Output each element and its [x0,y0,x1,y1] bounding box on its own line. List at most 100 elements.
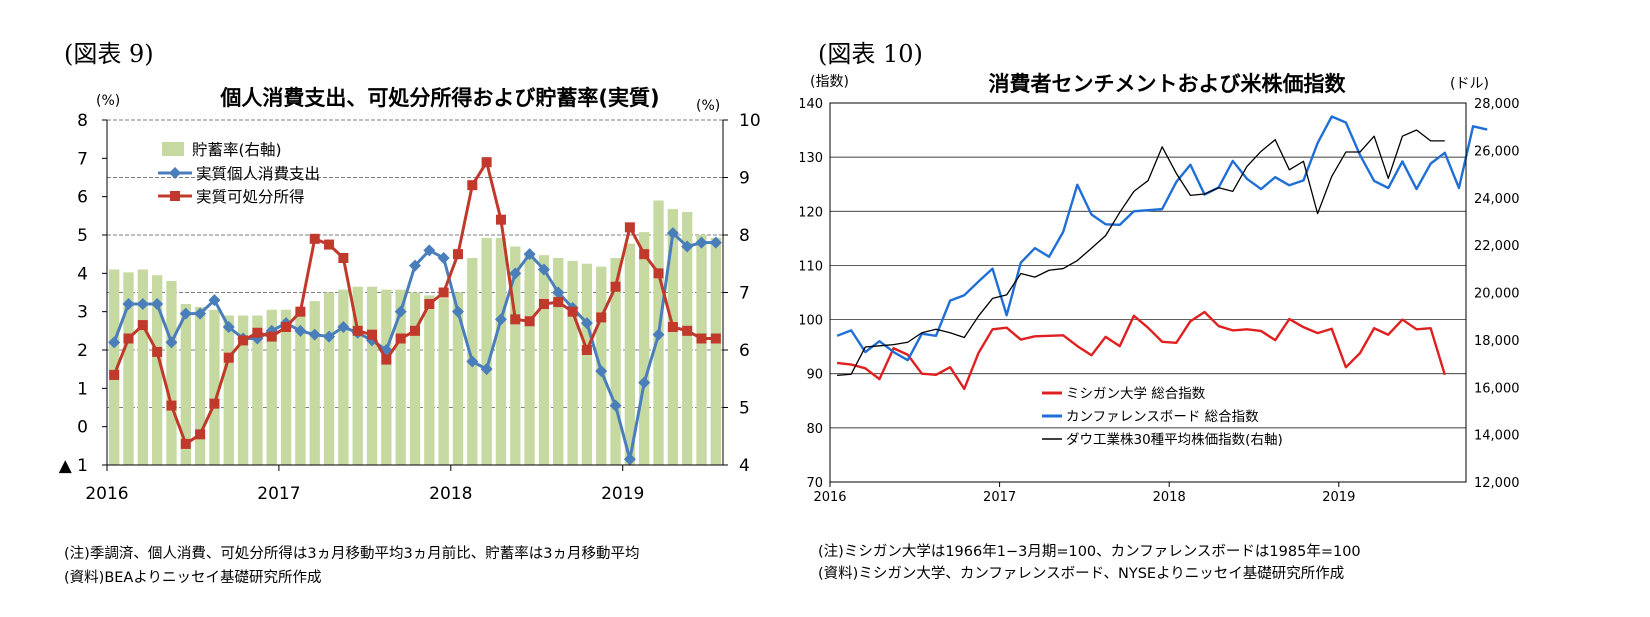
right-tick-label: 12,000 [1474,476,1520,491]
x-tick-label: 2019 [1322,490,1355,505]
bar-savings-rate [280,309,292,465]
point-real-disposable-income [481,157,492,168]
right-tick-label: 24,000 [1474,192,1520,207]
chart1-right-unit: (%) [696,98,720,114]
chart2-right-unit: (ドル) [1450,76,1489,92]
bar-savings-rate [696,235,707,465]
point-real-disposable-income [367,329,378,340]
left-tick-label: 0 [77,418,88,438]
bar-savings-rate [309,301,320,465]
left-tick-label: 8 [77,111,88,131]
point-real-disposable-income [109,369,120,380]
left-tick-label: 2 [77,341,88,361]
chart1-left-unit: (%) [96,93,120,109]
point-real-disposable-income [567,306,578,317]
legend-label-savings-rate: 貯蓄率(右軸) [192,141,282,159]
point-real-consumption [552,286,565,299]
point-real-disposable-income [295,306,306,317]
right-tick-label: 14,000 [1474,429,1520,444]
bar-savings-rate [639,232,650,465]
point-real-consumption [437,252,450,264]
left-tick-label: 7 [77,149,88,169]
point-real-disposable-income [166,400,177,411]
plot-frame [829,102,1467,483]
bar-savings-rate [109,269,120,465]
chart-2: 消費者センチメントおよび米株価指数 (指数) (ドル) 140 130 120 110… [800,72,1520,505]
x-tick-label: 2017 [257,484,300,500]
bar-savings-rate [151,275,163,465]
x-tick-label: 2017 [983,490,1016,505]
point-real-consumption [609,399,622,412]
point-real-consumption [623,453,636,466]
point-real-consumption [122,298,135,310]
bar-savings-rate [481,237,492,465]
bar-savings-rate [567,260,578,465]
point-real-disposable-income [653,268,664,279]
point-real-disposable-income [624,222,635,233]
bar-savings-rate [424,295,435,465]
right-tick-label: 9 [739,169,750,189]
point-real-disposable-income [452,249,463,260]
bar-savings-rate [495,237,507,465]
point-real-disposable-income [410,325,420,336]
figure9-label: (図表 9) [64,40,154,68]
right-tick-label: 8 [739,226,750,246]
point-real-disposable-income [438,287,449,298]
bar-savings-rate [395,289,406,465]
point-real-consumption [136,298,149,310]
point-real-consumption [409,259,421,272]
left-tick-label: 3 [77,303,88,323]
right-tick-label: 22,000 [1474,239,1520,254]
point-real-disposable-income [195,429,206,440]
right-tick-label: 20,000 [1474,287,1520,302]
bar-savings-rate [409,292,421,465]
point-real-disposable-income [696,333,707,344]
right-tick-label: 16,000 [1474,381,1520,396]
point-real-consumption [537,263,550,276]
right-tick-label: 18,000 [1474,334,1520,349]
left-tick-label: 80 [806,422,823,437]
legend-marker-real-disposable-income [170,191,180,201]
left-tick-label: ▲ 1 [59,456,88,476]
left-tick-label: 90 [806,368,823,383]
point-real-disposable-income [338,253,349,263]
left-tick-label: 130 [800,151,823,166]
point-real-consumption [451,305,464,318]
legend-label: ミシガン大学 総合指数 [1066,386,1206,402]
left-tick-label: 5 [77,226,88,246]
left-tick-label: 70 [806,476,823,491]
bar-savings-rate [452,292,464,465]
point-real-consumption [423,244,436,257]
bar-savings-rate [237,315,249,465]
point-real-disposable-income [553,297,564,308]
point-real-consumption [681,240,694,253]
point-real-disposable-income [538,299,549,309]
bar-savings-rate [180,304,191,465]
right-tick-label: 6 [739,341,750,361]
bar-savings-rate [352,286,363,465]
point-real-disposable-income [710,333,721,344]
figure10-source: (資料)ミシガン大学、カンファレンスボード、NYSEよりニッセイ基礎研究所作成 [818,566,1345,582]
right-tick-label: 5 [739,399,750,419]
right-tick-label: 26,000 [1474,144,1520,159]
point-real-disposable-income [309,233,320,244]
bar-savings-rate [581,263,593,465]
point-real-disposable-income [510,314,521,325]
point-real-consumption [466,355,479,368]
point-real-disposable-income [137,320,148,331]
point-real-consumption [666,227,679,240]
bar-savings-rate [166,281,177,465]
bar-savings-rate [610,258,621,465]
left-tick-label: 100 [800,314,823,329]
point-real-disposable-income [223,352,234,363]
bar-savings-rate [682,212,693,465]
x-tick-label: 2016 [813,490,846,505]
left-tick-label: 120 [800,205,823,220]
point-real-disposable-income [581,345,592,355]
x-tick-label: 2018 [429,484,472,500]
bar-savings-rate [252,315,263,465]
bar-savings-rate [381,289,392,465]
chart2-title: 消費者センチメントおよび米株価指数 [989,72,1347,96]
point-real-disposable-income [495,214,506,225]
point-real-consumption [108,336,121,349]
